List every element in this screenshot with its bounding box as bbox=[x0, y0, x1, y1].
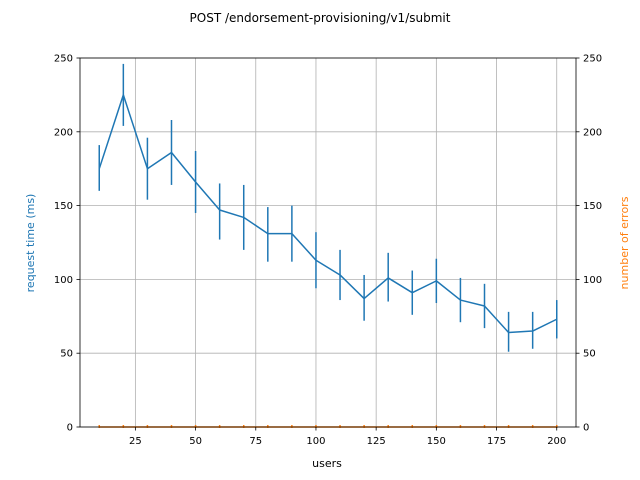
plot-frame bbox=[79, 57, 577, 428]
y-left-tick-label: 100 bbox=[54, 275, 73, 286]
tick-labels: 25 50 75 100 125 150 175 200 0 50 100 150 200 250 0 50 1… bbox=[54, 54, 602, 448]
request-time-line bbox=[98, 94, 558, 334]
x-tick-label: 175 bbox=[487, 436, 506, 447]
y-right-tick-label: 50 bbox=[583, 349, 596, 360]
y-right-tick-label: 0 bbox=[583, 423, 589, 434]
y-left-tick-label: 0 bbox=[67, 423, 73, 434]
y-left-tick-label: 200 bbox=[54, 127, 73, 138]
y-right-tick-label: 150 bbox=[583, 201, 602, 212]
x-tick-label: 100 bbox=[306, 436, 325, 447]
y-left-tick-label: 250 bbox=[54, 54, 73, 65]
x-tick-label: 50 bbox=[189, 436, 202, 447]
y-right-tick-label: 100 bbox=[583, 275, 602, 286]
y-left-tick-label: 150 bbox=[54, 201, 73, 212]
axes bbox=[76, 57, 580, 431]
x-tick-label: 200 bbox=[547, 436, 566, 447]
x-tick-label: 25 bbox=[129, 436, 142, 447]
x-axis-title: users bbox=[312, 457, 342, 470]
y-right-tick-label: 250 bbox=[583, 54, 602, 65]
x-tick-label: 150 bbox=[427, 436, 446, 447]
y-axis-right-title: number of errors bbox=[618, 196, 631, 289]
chart-title: POST /endorsement-provisioning/v1/submit bbox=[190, 11, 451, 25]
plot-data bbox=[98, 63, 558, 428]
y-right-tick-label: 200 bbox=[583, 127, 602, 138]
grid bbox=[80, 57, 576, 428]
x-tick-label: 125 bbox=[367, 436, 386, 447]
x-tick-label: 75 bbox=[249, 436, 262, 447]
y-left-tick-label: 50 bbox=[60, 349, 73, 360]
y-axis-left-title: request time (ms) bbox=[24, 194, 37, 293]
